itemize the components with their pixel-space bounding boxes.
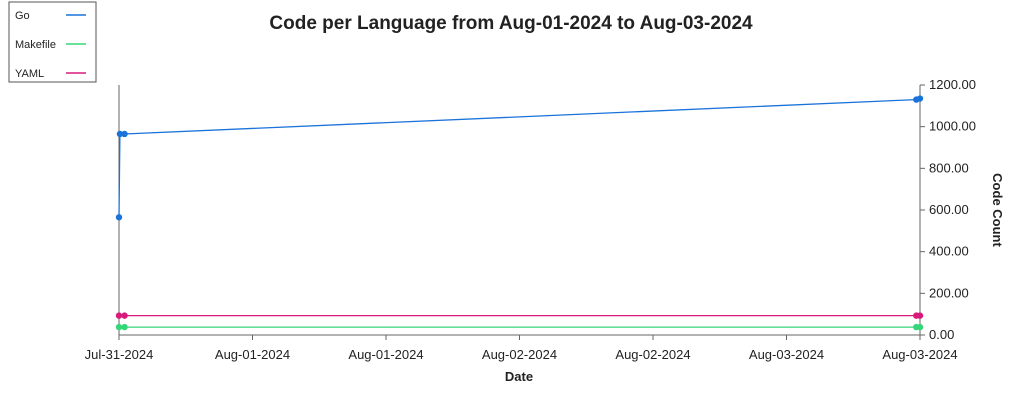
data-point-yaml — [115, 312, 123, 319]
data-point-makefile — [115, 323, 123, 331]
data-point-yaml — [121, 312, 128, 319]
legend-label-makefile: Makefile — [15, 39, 56, 51]
data-point-makefile — [121, 323, 128, 331]
x-tick-label: Aug-02-2024 — [615, 347, 690, 362]
y-tick-label: 1200.00 — [929, 77, 976, 92]
legend: Go Makefile YAML — [8, 1, 97, 83]
x-axis-label: Date — [505, 369, 533, 384]
y-axis-label: Code Count — [990, 173, 1005, 247]
y-axis-ticks: 0.00 200.00 400.00 600.00 800.00 1000.00 1200.… — [920, 77, 976, 342]
y-tick-label: 400.00 — [929, 244, 969, 259]
data-point-go — [121, 130, 128, 138]
legend-label-yaml: YAML — [15, 68, 44, 80]
y-tick-label: 800.00 — [929, 160, 969, 175]
data-point-yaml — [916, 312, 924, 319]
data-point-makefile — [916, 323, 924, 331]
x-tick-label: Aug-03-2024 — [749, 347, 824, 362]
data-point-go — [916, 95, 924, 102]
data-point-go — [115, 214, 123, 221]
y-tick-label: 1000.00 — [929, 119, 976, 134]
series-layer — [115, 95, 924, 331]
x-axis-ticks: Jul-31-2024 Aug-01-2024 Aug-01-2024 Aug-02-… — [85, 335, 958, 362]
x-tick-label: Aug-03-2024 — [882, 347, 957, 362]
legend-label-go: Go — [15, 10, 30, 22]
y-tick-label: 200.00 — [929, 285, 969, 300]
x-tick-label: Aug-01-2024 — [348, 347, 423, 362]
y-tick-label: 600.00 — [929, 202, 969, 217]
y-tick-label: 0.00 — [929, 327, 954, 342]
chart-title: Code per Language from Aug-01-2024 to Au… — [269, 13, 753, 34]
series-line-go — [118, 97, 921, 218]
data-point-go — [116, 130, 124, 138]
x-tick-label: Jul-31-2024 — [85, 347, 154, 362]
plot-area — [118, 85, 921, 336]
legend-box — [8, 1, 97, 83]
x-tick-label: Aug-02-2024 — [482, 347, 557, 362]
x-tick-label: Aug-01-2024 — [215, 347, 290, 362]
